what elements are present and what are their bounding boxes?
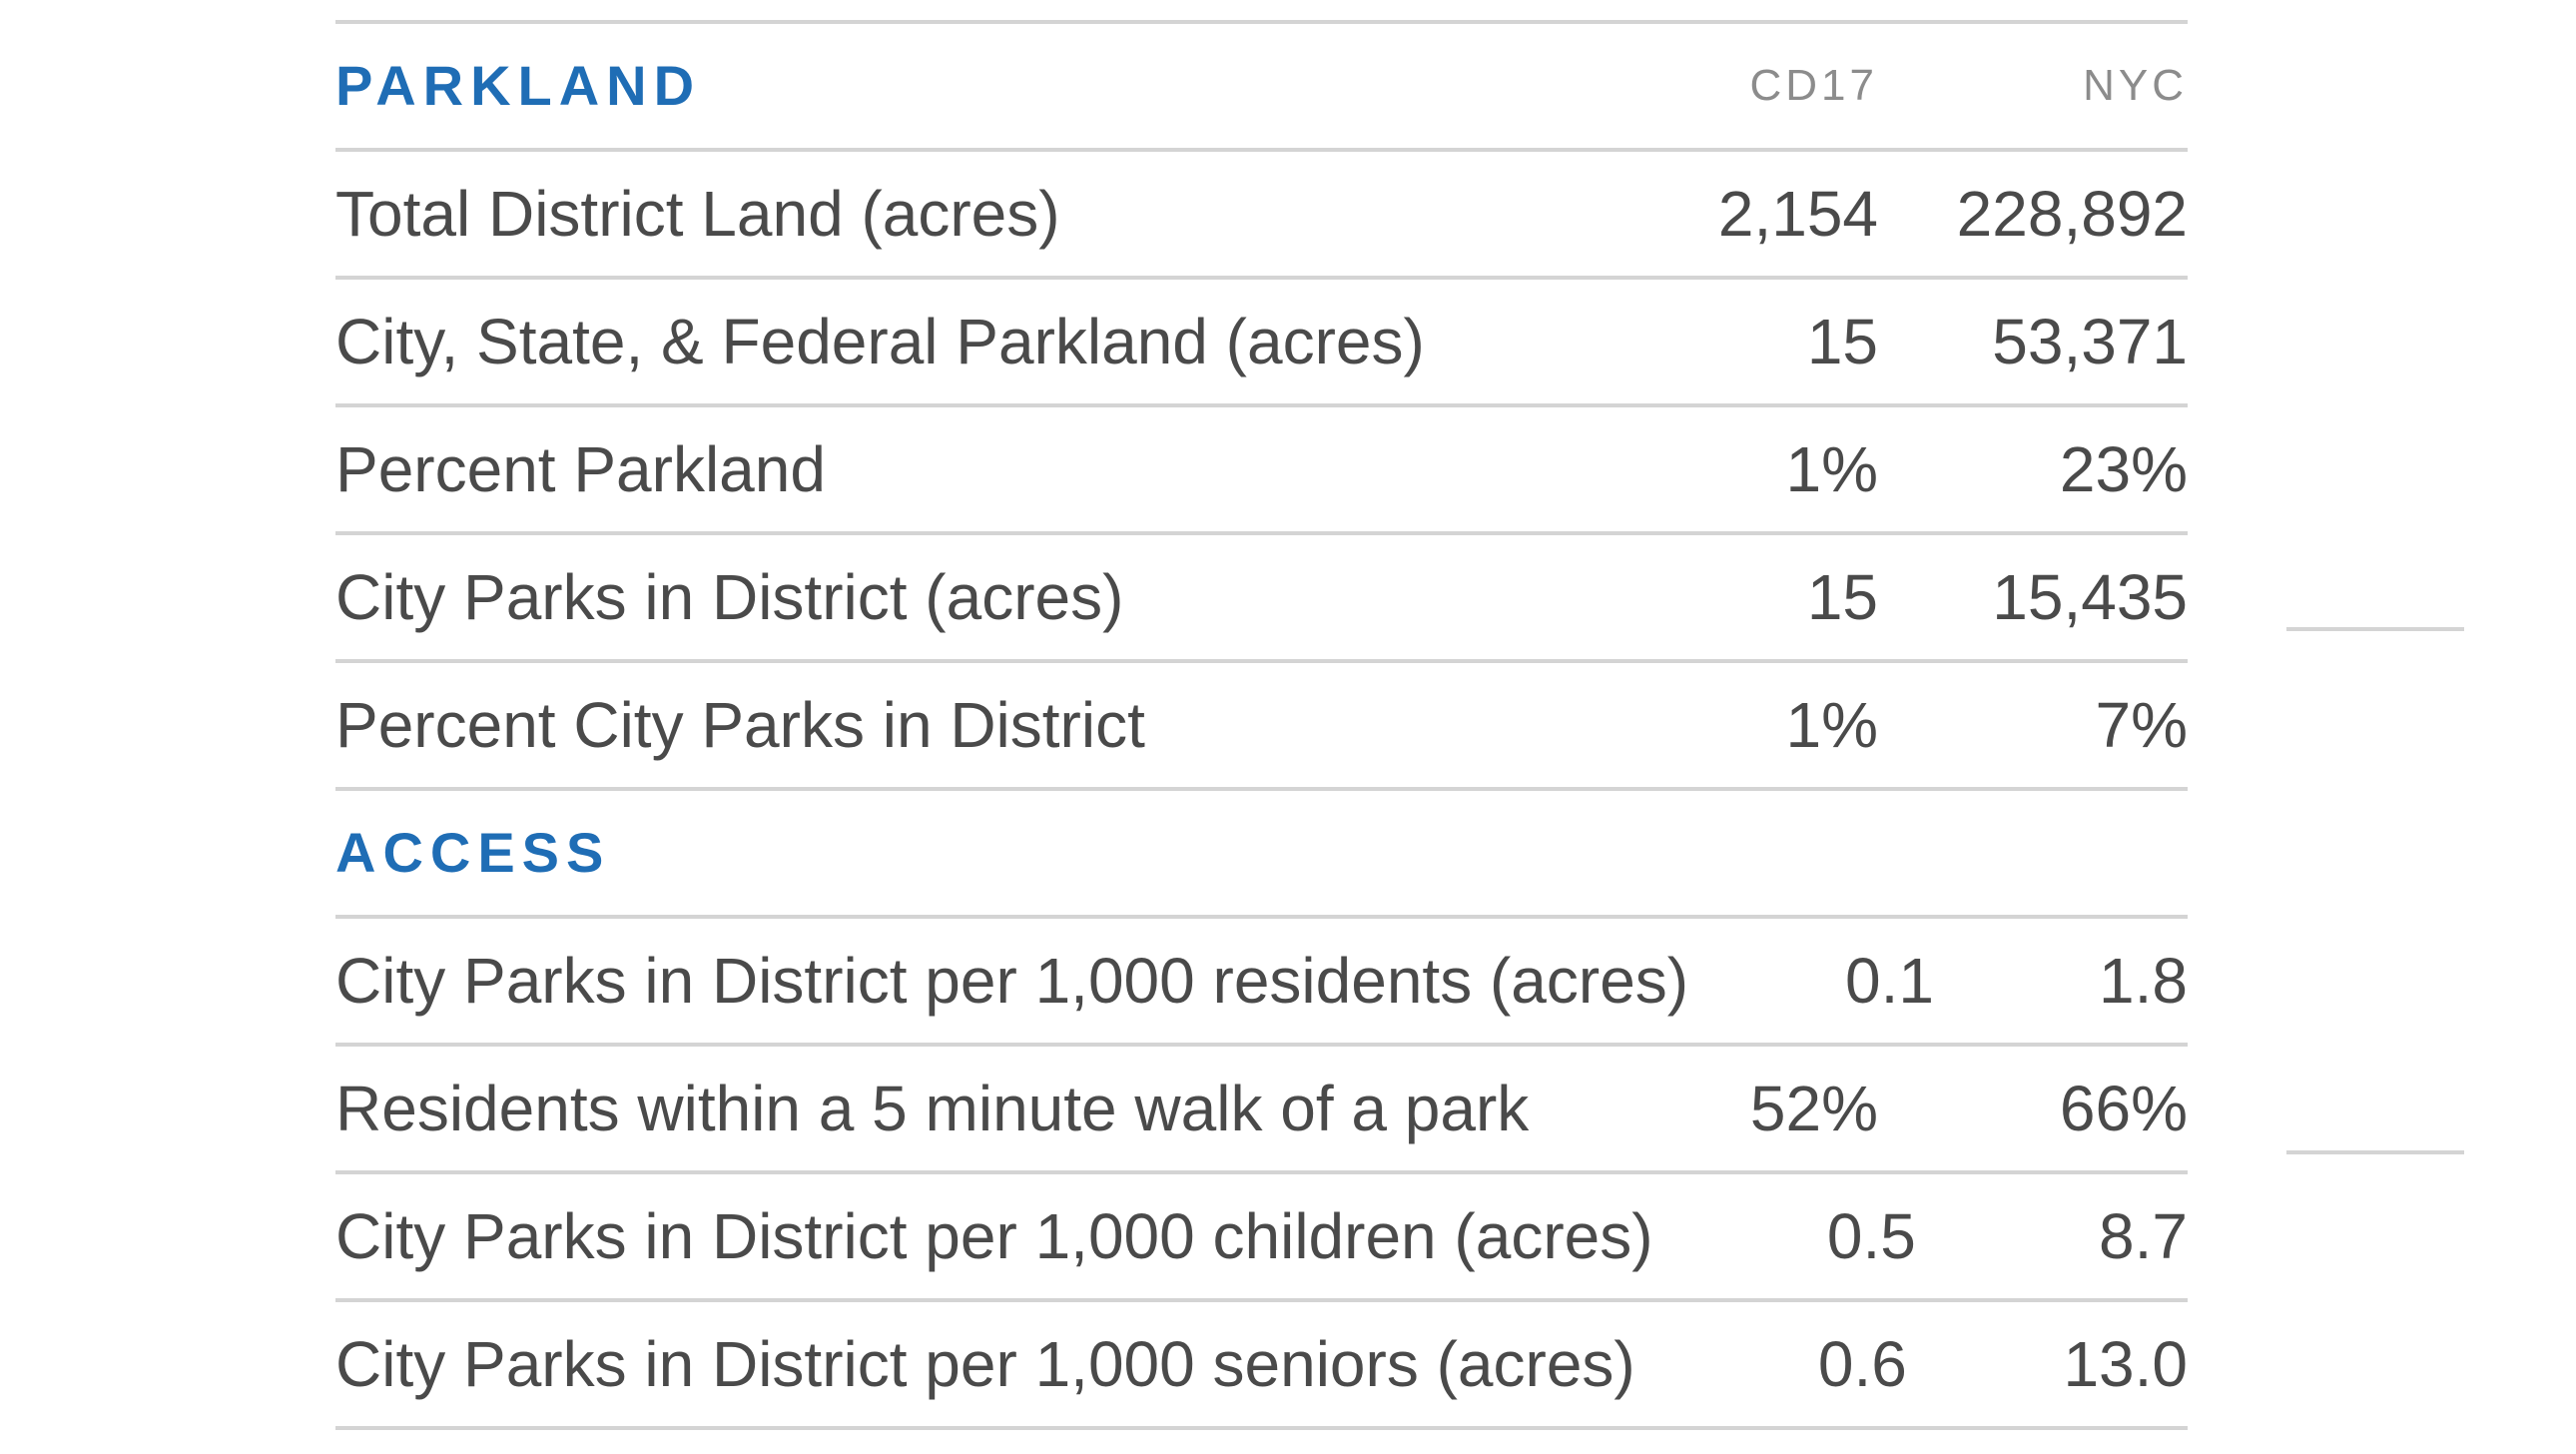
- table-row: Total District Land (acres) 2,154 228,89…: [335, 152, 2188, 276]
- divider: [335, 1170, 2188, 1174]
- row-label: Percent Parkland: [335, 433, 826, 505]
- cd17-value: 15: [1806, 306, 1878, 377]
- cd17-value: 0.1: [1844, 945, 1934, 1017]
- nyc-value: 228,892: [1956, 178, 2188, 250]
- cd17-value: 1%: [1785, 433, 1879, 505]
- parkland-title: PARKLAND: [335, 54, 702, 117]
- table-row: City Parks in District (acres) 15 15,435: [335, 535, 2188, 659]
- divider: [335, 1043, 2188, 1047]
- table-row: City Parks in District per 1,000 residen…: [335, 919, 2188, 1043]
- table-row: City Parks in District per 1,000 seniors…: [335, 1302, 2188, 1426]
- nyc-value: 53,371: [1992, 306, 2188, 377]
- cd17-value: 0.5: [1826, 1200, 1916, 1272]
- cd17-value: 15: [1806, 561, 1878, 633]
- parkland-section-header: PARKLAND CD17 NYC: [335, 24, 2188, 148]
- side-divider: [2286, 627, 2464, 631]
- nyc-value: 66%: [2059, 1073, 2188, 1144]
- table-row: Percent Parkland 1% 23%: [335, 407, 2188, 531]
- row-label: City Parks in District per 1,000 residen…: [335, 945, 1689, 1017]
- table-row: City Parks in District per 1,000 childre…: [335, 1174, 2188, 1298]
- divider: [335, 531, 2188, 535]
- divider: [335, 20, 2188, 24]
- nyc-value: 13.0: [2063, 1328, 2188, 1400]
- access-title: ACCESS: [335, 821, 611, 884]
- cd17-value: 1%: [1785, 689, 1879, 761]
- nyc-value: 1.8: [2099, 945, 2188, 1017]
- nyc-value: 23%: [2059, 433, 2188, 505]
- row-label: City, State, & Federal Parkland (acres): [335, 306, 1425, 377]
- cd17-value: 52%: [1749, 1073, 1878, 1144]
- divider: [335, 148, 2188, 152]
- row-label: City Parks in District (acres): [335, 561, 1124, 633]
- divider: [335, 659, 2188, 663]
- column-header-cd17: CD17: [1749, 61, 1878, 110]
- divider: [335, 915, 2188, 919]
- parks-stats-table: PARKLAND CD17 NYC Total District Land (a…: [335, 20, 2188, 1430]
- divider: [335, 787, 2188, 791]
- cd17-value: 2,154: [1717, 178, 1878, 250]
- table-row: City, State, & Federal Parkland (acres) …: [335, 280, 2188, 403]
- access-section-header: ACCESS: [335, 791, 2188, 915]
- nyc-value: 7%: [2095, 689, 2189, 761]
- row-label: City Parks in District per 1,000 seniors…: [335, 1328, 1635, 1400]
- row-label: Total District Land (acres): [335, 178, 1060, 250]
- row-label: Residents within a 5 minute walk of a pa…: [335, 1073, 1530, 1144]
- divider: [335, 1298, 2188, 1302]
- divider: [335, 276, 2188, 280]
- nyc-value: 15,435: [1992, 561, 2188, 633]
- divider: [335, 403, 2188, 407]
- column-header-nyc: NYC: [2083, 61, 2188, 110]
- table-row: Percent City Parks in District 1% 7%: [335, 663, 2188, 787]
- divider: [335, 1426, 2188, 1430]
- row-label: City Parks in District per 1,000 childre…: [335, 1200, 1653, 1272]
- nyc-value: 8.7: [2099, 1200, 2188, 1272]
- table-row: Residents within a 5 minute walk of a pa…: [335, 1047, 2188, 1170]
- cd17-value: 0.6: [1817, 1328, 1907, 1400]
- row-label: Percent City Parks in District: [335, 689, 1145, 761]
- side-divider: [2286, 1150, 2464, 1154]
